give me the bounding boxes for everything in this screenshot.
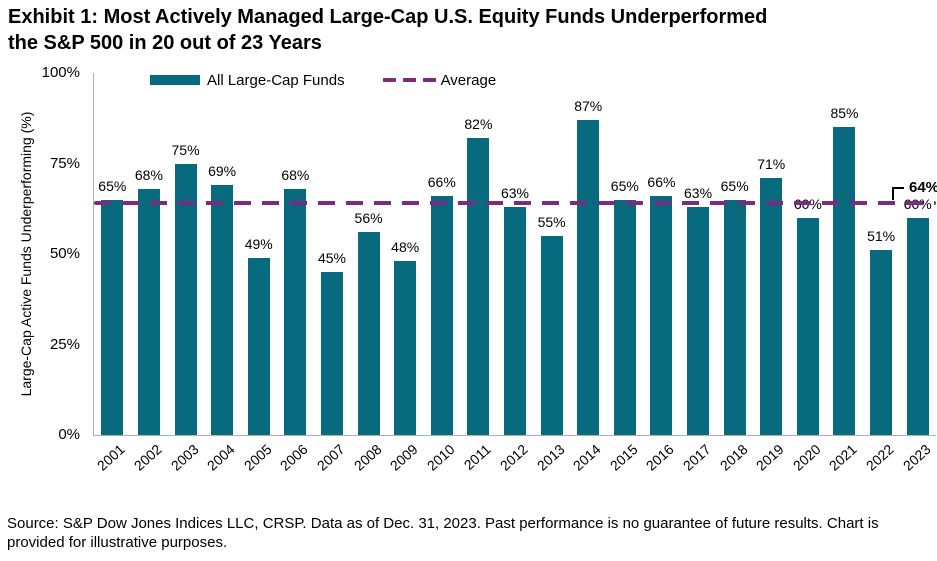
average-line [94,201,936,206]
bar [687,206,710,435]
x-tick-label: 2019 [753,441,787,474]
bar-value-label: 71% [757,155,786,172]
bar-value-label: 75% [171,141,200,158]
x-tick-label: 2007 [313,441,348,474]
x-tick-label: 2008 [350,441,385,474]
bar [504,206,526,435]
x-tick-label: 2006 [277,441,312,474]
bar-value-label: 48% [391,239,420,256]
bar [284,188,307,435]
legend-bar-swatch [150,75,200,85]
x-tick-label: 2014 [570,441,604,474]
source-note: Source: S&P Dow Jones Indices LLC, CRSP.… [7,515,879,551]
bar-value-label: 56% [354,210,383,227]
bar-value-label: 65% [610,177,639,194]
y-tick-label: 75% [49,154,80,172]
bar [723,199,746,435]
page-title-line2: the S&P 500 in 20 out of 23 Years [8,32,322,54]
bar-value-label: 85% [830,105,859,122]
bar-value-label: 68% [281,166,310,183]
bar [320,272,343,435]
legend-average-label: Average [440,71,497,89]
bar-value-label: 55% [537,213,566,230]
bar-value-label: 82% [464,116,493,133]
x-tick-label: 2015 [606,441,641,474]
y-tick-label: 0% [58,426,80,443]
bar [870,250,893,435]
bar [796,217,819,435]
bar [577,120,600,435]
bar [613,199,636,435]
bar-value-label: 66% [647,174,676,191]
x-tick-label: 2020 [789,441,824,474]
bar-value-label: 45% [317,250,346,267]
x-tick-label: 2012 [496,441,531,474]
x-tick-label: 2001 [94,441,129,474]
average-value-label: 64% [909,179,937,197]
bar-value-label: 63% [684,184,713,201]
bar-value-label: 65% [720,177,749,194]
bar [211,185,234,435]
y-tick-label: 25% [49,335,80,353]
bar [906,217,929,435]
x-tick-label: 2023 [899,441,934,474]
bar-value-label: 63% [500,184,530,201]
page-title: Exhibit 1: Most Actively Managed Large-C… [8,4,932,56]
legend-average-dash [382,78,437,82]
bar [247,257,270,435]
y-tick-label: 50% [49,245,80,262]
bar [760,177,783,435]
bar [650,196,673,435]
plot-area: 65% 68% 75% 69% 49% 68% 45% 56% 48% 66% 82% 63% 55% 8… [93,73,937,436]
legend-bar-label: All Large-Cap Funds [207,71,345,89]
x-tick-label: 2013 [533,441,568,474]
bar-value-label: 49% [244,235,273,252]
bar [137,188,160,435]
average-callout-line [892,187,894,201]
bar [101,199,124,435]
bar [540,235,563,435]
x-tick-label: 2009 [387,441,421,474]
bar [174,163,197,435]
x-tick-label: 2022 [862,441,897,474]
x-tick-label: 2018 [716,441,751,474]
x-tick-label: 2011 [461,441,495,474]
bar-value-label: 51% [867,228,896,245]
bar [394,261,417,435]
bar [430,196,453,435]
x-tick-label: 2002 [130,441,165,474]
bar-value-label: 87% [574,98,603,115]
chart-legend: All Large-Cap Funds Average [150,69,496,91]
bar-value-label: 69% [208,163,237,180]
y-tick-label: 100% [41,64,80,81]
bar-value-label: 65% [98,177,127,194]
x-tick-label: 2003 [167,441,202,474]
x-tick-label: 2021 [826,441,861,474]
bar [467,138,490,435]
x-tick-label: 2016 [643,441,678,474]
x-tick-label: 2005 [240,441,275,474]
page-title-line1: Exhibit 1: Most Actively Managed Large-C… [8,6,768,28]
x-tick-label: 2010 [423,441,458,474]
x-tick-label: 2017 [679,441,714,474]
x-tick-label: 2004 [203,441,238,474]
bar-value-label: 66% [427,174,456,191]
bar [357,232,380,435]
average-callout-line [892,187,904,189]
bar-value-label: 68% [134,166,163,183]
bar [833,127,856,435]
